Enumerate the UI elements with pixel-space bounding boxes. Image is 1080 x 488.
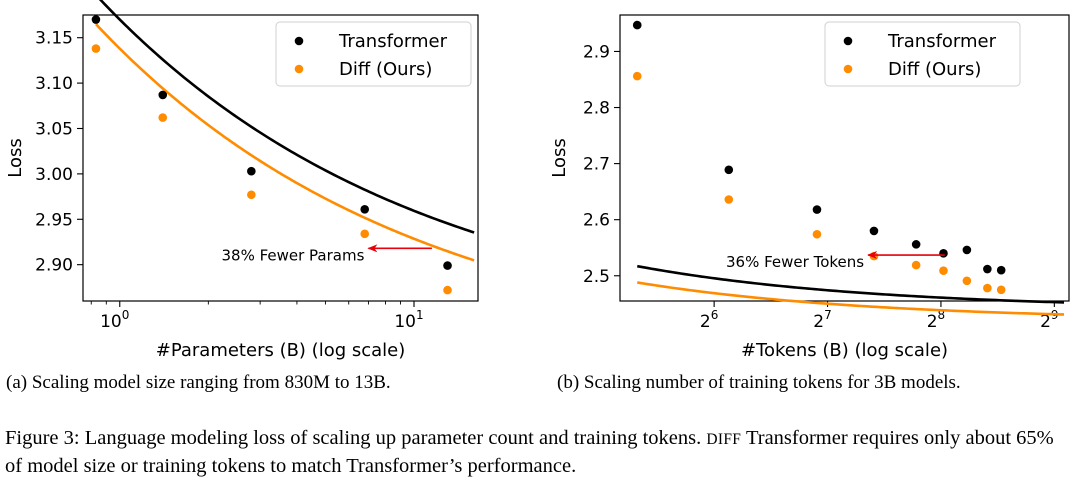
c1-point-0-7: [983, 264, 992, 274]
c1-point-1-8: [996, 285, 1006, 295]
c1-legend-box: [824, 21, 1021, 87]
figure-caption-prefix: Figure 3: Language modeling loss of scal…: [5, 427, 707, 449]
c1-axes-frame: [619, 14, 1070, 302]
figure-caption: Figure 3: Language modeling loss of scal…: [5, 425, 1075, 480]
c1-point-1-7: [983, 283, 992, 293]
c1-point-0-0: [632, 20, 642, 30]
c0-legend-label-1: Diff (Ours): [339, 59, 432, 80]
c1-point-1-5: [939, 266, 948, 276]
c1-point-1-3: [869, 251, 879, 261]
c1-xtick-base-0: 2: [700, 312, 711, 332]
c1-xtick-base-2: 2: [927, 312, 938, 332]
c0-legend-label-0: Transformer: [338, 31, 448, 52]
c0-point-0-4: [443, 261, 452, 270]
c1-point-0-1: [724, 165, 734, 175]
c1-ytick-label-4: 2.9: [583, 42, 610, 62]
c1-ytick-label-1: 2.6: [583, 211, 610, 231]
c0-xtick-label-0: 100: [100, 308, 129, 332]
c0-point-0-1: [158, 90, 168, 100]
caption-a: (a) Scaling model size ranging from 830M…: [6, 372, 391, 393]
c0-xtick-exp-0: 0: [122, 308, 130, 322]
caption-b: (b) Scaling number of training tokens fo…: [557, 372, 961, 393]
c1-legend-marker-0: [843, 36, 853, 46]
c1-ytick-label-2: 2.7: [583, 155, 610, 175]
c0-point-0-2: [247, 166, 256, 176]
c0-legend-marker-0: [294, 36, 304, 46]
c0-ytick-label-3: 3.05: [35, 119, 73, 139]
c1-point-0-8: [996, 265, 1006, 275]
chart-tokens: 2.52.62.72.82.926 27 28 29#Tokens (B) (log …: [549, 14, 1070, 361]
c0-xtick-exp-1: 1: [416, 308, 424, 322]
c0-ylabel: Loss: [5, 138, 26, 177]
c0-point-0-0: [91, 15, 101, 24]
c1-point-0-6: [962, 245, 972, 255]
c1-legend-label-0: Transformer: [887, 31, 997, 52]
c0-point-1-3: [360, 229, 370, 239]
c1-point-0-2: [812, 205, 822, 214]
figure-caption-diff: DIFF: [706, 431, 742, 448]
c1-xtick-exp-2: 8: [938, 308, 946, 322]
c0-annotation-text: 38% Fewer Params: [221, 246, 364, 264]
c1-xtick-label-2: 28: [927, 308, 945, 332]
c0-point-0-3: [360, 204, 370, 214]
c0-ytick-label-5: 3.15: [35, 29, 73, 49]
c0-point-1-0: [91, 44, 101, 53]
c1-xlabel: #Tokens (B) (log scale): [741, 340, 948, 361]
c1-point-1-4: [911, 260, 921, 270]
c1-xtick-label-1: 27: [813, 308, 831, 332]
c1-fit-curve-0: [637, 264, 1065, 304]
c1-fit-curve-1: [637, 281, 1065, 316]
c1-point-1-2: [812, 229, 822, 239]
c0-point-1-1: [158, 113, 168, 122]
c1-legend-marker-1: [843, 64, 853, 74]
c1-xtick-exp-0: 6: [711, 308, 719, 322]
c1-annotation-text: 36% Fewer Tokens: [726, 253, 864, 271]
c0-point-1-4: [443, 285, 452, 295]
c0-xtick-label-1: 101: [394, 308, 423, 332]
c1-ytick-label-0: 2.5: [583, 267, 610, 287]
c0-ytick-label-2: 3.00: [35, 165, 73, 185]
c0-ytick-label-1: 2.95: [35, 210, 73, 230]
c0-fit-curve-1: [95, 23, 475, 262]
c1-xtick-base-1: 2: [813, 312, 824, 332]
c1-point-0-3: [869, 226, 879, 236]
c1-ytick-label-3: 2.8: [583, 99, 610, 119]
c1-point-0-5: [939, 249, 948, 258]
c1-legend-label-1: Diff (Ours): [888, 59, 981, 80]
c0-xlabel: #Parameters (B) (log scale): [156, 340, 406, 361]
c0-xtick-base-0: 10: [100, 312, 122, 332]
c0-legend-marker-1: [294, 64, 304, 74]
c1-point-1-1: [724, 195, 734, 204]
c1-ylabel: Loss: [549, 138, 570, 177]
c0-xtick-base-1: 10: [394, 312, 416, 332]
c0-ytick-label-4: 3.10: [35, 74, 73, 94]
c1-xtick-base-3: 2: [1040, 312, 1051, 332]
c0-axes-frame: [82, 14, 479, 302]
c1-point-1-6: [962, 276, 972, 286]
c1-point-0-4: [911, 240, 921, 249]
c1-point-1-0: [632, 71, 642, 81]
c0-legend-box: [275, 21, 472, 87]
figure-caption-rest: Transformer requires only about 65% of m…: [5, 427, 1054, 477]
c1-xtick-label-3: 29: [1040, 308, 1058, 332]
c1-xtick-label-0: 26: [700, 308, 718, 332]
c1-xtick-exp-1: 7: [824, 308, 832, 322]
c0-point-1-2: [247, 190, 256, 200]
c0-fit-curve-0: [98, 0, 475, 234]
c0-ytick-label-0: 2.90: [35, 256, 73, 276]
